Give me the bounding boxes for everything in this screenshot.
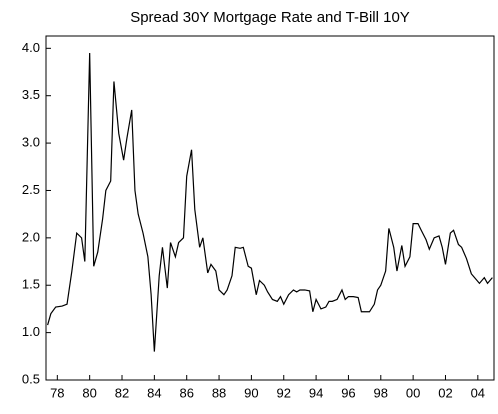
y-tick-label: 4.0 — [22, 40, 40, 55]
x-tick-label: 78 — [50, 385, 64, 400]
x-tick-label: 82 — [115, 385, 129, 400]
y-tick-label: 1.0 — [22, 324, 40, 339]
x-tick-label: 90 — [244, 385, 258, 400]
chart-title: Spread 30Y Mortgage Rate and T-Bill 10Y — [130, 9, 410, 26]
y-tick-label: 2.0 — [22, 229, 40, 244]
x-tick-label: 00 — [406, 385, 420, 400]
x-tick-label: 88 — [212, 385, 226, 400]
y-tick-label: 0.5 — [22, 371, 40, 386]
y-tick-label: 3.5 — [22, 87, 40, 102]
x-tick-label: 92 — [277, 385, 291, 400]
data-line — [47, 53, 493, 352]
y-tick-label: 1.5 — [22, 277, 40, 292]
x-tick-label: 98 — [374, 385, 388, 400]
x-tick-label: 96 — [341, 385, 355, 400]
x-tick-label: 94 — [309, 385, 323, 400]
y-tick-label: 2.5 — [22, 182, 40, 197]
x-tick-label: 80 — [82, 385, 96, 400]
x-tick-label: 02 — [438, 385, 452, 400]
x-tick-label: 86 — [179, 385, 193, 400]
x-tick-label: 04 — [471, 385, 485, 400]
plot-frame — [45, 35, 495, 381]
x-tick-label: 84 — [147, 385, 161, 400]
y-tick-label: 3.0 — [22, 135, 40, 150]
